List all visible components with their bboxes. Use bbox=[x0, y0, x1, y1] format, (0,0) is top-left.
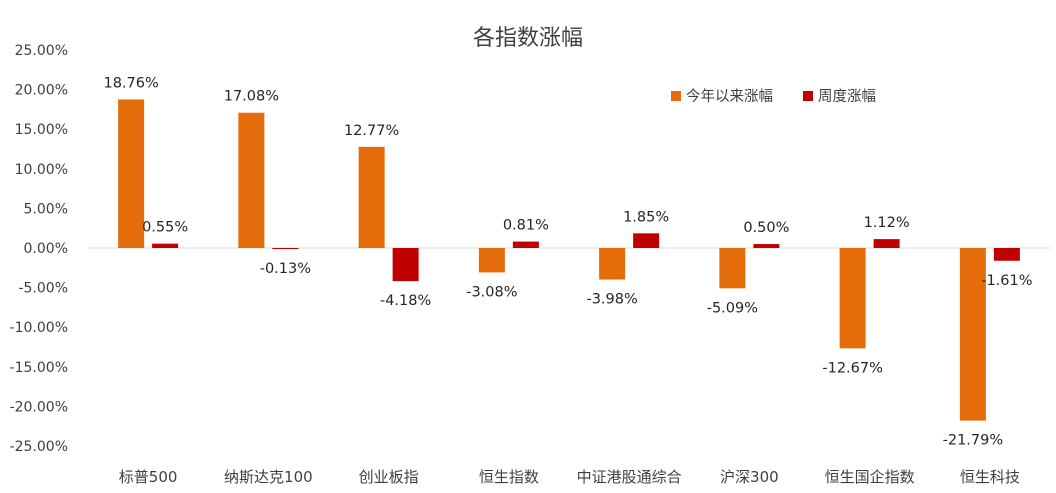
y-tick-label: -15.00% bbox=[10, 360, 68, 376]
bar-ytd bbox=[599, 248, 626, 280]
x-category-label: 沪深300 bbox=[720, 468, 779, 486]
bar-ytd bbox=[959, 248, 986, 421]
data-label-weekly: -4.18% bbox=[380, 293, 431, 309]
y-tick-label: -10.00% bbox=[10, 320, 68, 336]
x-category-label: 中证港股通综合 bbox=[577, 468, 682, 486]
bar-weekly bbox=[873, 239, 900, 248]
bar-weekly bbox=[512, 241, 539, 248]
bar-ytd bbox=[358, 146, 385, 248]
bar-weekly bbox=[753, 244, 780, 248]
data-label-weekly: -1.61% bbox=[981, 273, 1032, 289]
bar-weekly bbox=[272, 248, 299, 250]
bars bbox=[118, 99, 1020, 421]
data-label-weekly: 0.55% bbox=[142, 220, 188, 236]
data-label-ytd: -21.79% bbox=[943, 433, 1004, 449]
legend: 今年以来涨幅 周度涨幅 bbox=[671, 88, 876, 105]
bar-ytd bbox=[238, 112, 265, 248]
y-tick-label: 20.00% bbox=[15, 83, 68, 99]
y-tick-label: -5.00% bbox=[18, 281, 68, 297]
bar-ytd bbox=[478, 248, 505, 273]
y-tick-label: -20.00% bbox=[10, 399, 68, 415]
y-tick-label: 25.00% bbox=[15, 43, 68, 59]
data-label-ytd: -5.09% bbox=[707, 300, 758, 316]
bar-ytd bbox=[839, 248, 866, 349]
bar-ytd bbox=[719, 248, 746, 289]
data-label-weekly: 1.85% bbox=[623, 209, 669, 225]
legend-label-weekly: 周度涨幅 bbox=[818, 88, 876, 105]
legend-swatch-weekly bbox=[803, 91, 813, 101]
y-tick-label: 10.00% bbox=[15, 162, 68, 178]
y-axis: 25.00% 20.00% 15.00% 10.00% 5.00% 0.00% -5.00%… bbox=[10, 43, 68, 455]
y-tick-label: 15.00% bbox=[15, 122, 68, 138]
y-tick-label: 0.00% bbox=[24, 241, 68, 257]
legend-label-ytd: 今年以来涨幅 bbox=[686, 88, 773, 105]
bar-weekly bbox=[152, 243, 179, 248]
x-category-label: 恒生科技 bbox=[960, 468, 1020, 486]
y-tick-label: -25.00% bbox=[10, 439, 68, 455]
data-labels: 18.76% 0.55% 17.08% -0.13% 12.77% -4.18% -3.08… bbox=[103, 75, 1032, 448]
data-label-weekly: 0.50% bbox=[743, 220, 789, 236]
x-axis: 标普500 纳斯达克100 创业板指 恒生指数 中证港股通综合 沪深300 恒生国企指数 恒生… bbox=[88, 247, 1050, 486]
data-label-weekly: -0.13% bbox=[260, 261, 311, 277]
y-tick-label: 5.00% bbox=[24, 201, 68, 217]
bar-weekly bbox=[633, 233, 660, 248]
bar-weekly bbox=[392, 248, 419, 282]
data-label-weekly: 1.12% bbox=[864, 215, 910, 231]
x-category-label: 纳斯达克100 bbox=[224, 468, 313, 486]
data-label-ytd: -3.08% bbox=[466, 284, 517, 300]
data-label-ytd: -3.98% bbox=[586, 292, 637, 308]
bar-ytd bbox=[118, 99, 145, 248]
x-category-label: 标普500 bbox=[119, 468, 178, 486]
bar-weekly bbox=[993, 248, 1020, 261]
data-label-ytd: -12.67% bbox=[822, 360, 883, 376]
data-label-weekly: 0.81% bbox=[503, 218, 549, 234]
legend-swatch-ytd bbox=[671, 91, 681, 101]
x-category-label: 恒生国企指数 bbox=[825, 468, 915, 486]
data-label-ytd: 18.76% bbox=[103, 75, 158, 91]
chart-title: 各指数涨幅 bbox=[473, 26, 583, 51]
x-category-label: 恒生指数 bbox=[479, 468, 539, 486]
data-label-ytd: 17.08% bbox=[224, 89, 279, 105]
x-category-label: 创业板指 bbox=[359, 468, 419, 486]
data-label-ytd: 12.77% bbox=[344, 123, 399, 139]
